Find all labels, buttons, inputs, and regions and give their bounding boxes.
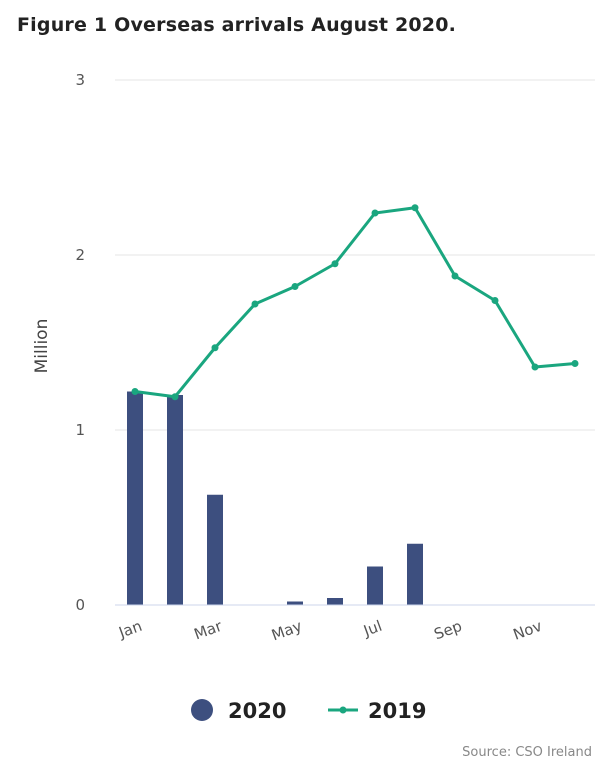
bar-jan <box>127 391 143 605</box>
point-jan <box>131 388 139 395</box>
bar-jul <box>367 566 383 605</box>
y-tick-label: 1 <box>75 421 85 439</box>
y-tick-label: 0 <box>75 596 85 614</box>
x-axis-ticks: Jan Mar May Jul Sep Nov <box>116 617 545 645</box>
point-oct <box>491 297 499 304</box>
x-tick-label: Sep <box>432 617 465 644</box>
legend-item-2020[interactable]: 2020 <box>191 699 286 723</box>
bar-may <box>287 601 303 605</box>
x-tick-label: May <box>269 617 304 645</box>
y-axis-label: Million <box>32 319 52 374</box>
legend-label-2019: 2019 <box>368 699 426 723</box>
point-may <box>291 283 299 290</box>
point-mar <box>211 344 219 352</box>
point-apr <box>251 300 259 308</box>
x-tick-label: Jul <box>360 617 384 640</box>
bar-mar <box>207 494 223 605</box>
legend-label-2020: 2020 <box>228 699 286 723</box>
y-tick-label: 2 <box>75 246 85 264</box>
gridlines <box>115 79 595 431</box>
point-aug <box>411 204 419 212</box>
legend[interactable]: 2020 2019 <box>191 699 426 723</box>
x-tick-label: Mar <box>192 617 226 644</box>
point-nov <box>531 363 539 371</box>
chart-title: Figure 1 Overseas arrivals August 2020. <box>17 14 457 36</box>
x-tick-label: Nov <box>511 617 545 644</box>
line-path-2019 <box>134 206 576 399</box>
point-jul <box>371 209 379 217</box>
point-feb <box>171 393 179 401</box>
point-jun <box>331 260 339 268</box>
y-axis-ticks: 0 1 2 3 <box>75 71 85 614</box>
legend-marker-2019 <box>339 706 347 714</box>
legend-item-2019[interactable]: 2019 <box>328 699 426 723</box>
bar-jun <box>327 598 343 605</box>
point-dec <box>571 360 579 367</box>
bar-feb <box>167 395 183 605</box>
x-tick-label: Jan <box>116 617 145 642</box>
y-tick-label: 3 <box>75 71 85 89</box>
point-sep <box>451 272 459 280</box>
bar-aug <box>407 543 423 605</box>
source-credit: Source: CSO Ireland <box>462 745 592 760</box>
bar-series-2020 <box>127 391 423 605</box>
line-series-2019 <box>131 204 579 401</box>
legend-marker-2020 <box>191 699 213 721</box>
